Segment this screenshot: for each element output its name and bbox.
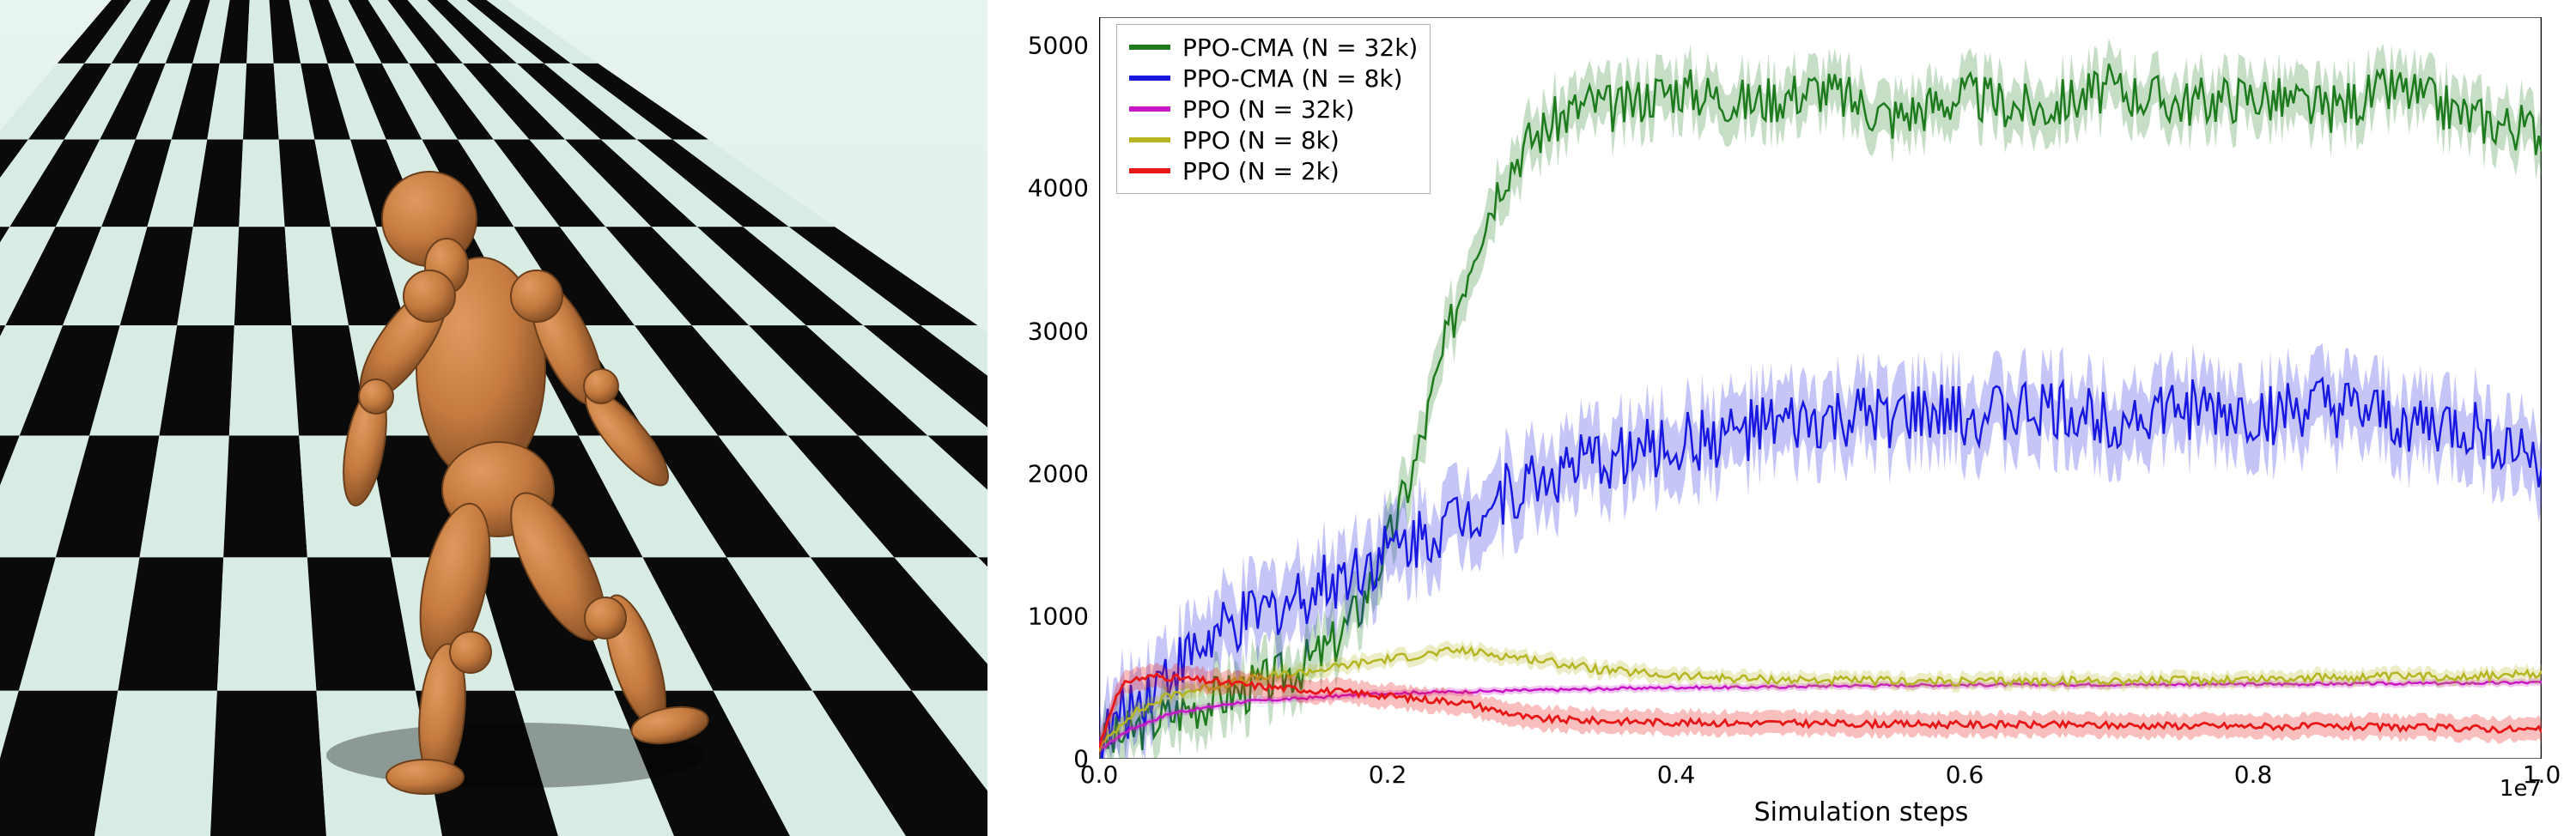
- legend-swatch: [1129, 45, 1170, 50]
- legend-swatch: [1129, 168, 1170, 173]
- humanoid-render-panel: [0, 0, 987, 836]
- legend-item: PPO (N = 8k): [1129, 124, 1418, 155]
- legend-item: PPO (N = 32k): [1129, 94, 1418, 124]
- legend-swatch: [1129, 76, 1170, 81]
- humanoid-scene-svg: [0, 0, 987, 836]
- legend-label: PPO (N = 32k): [1182, 95, 1355, 124]
- legend-item: PPO (N = 2k): [1129, 155, 1418, 186]
- x-tick-label: 0.6: [1946, 760, 1984, 789]
- legend-swatch: [1129, 137, 1170, 142]
- legend-label: PPO-CMA (N = 32k): [1182, 33, 1418, 62]
- legend-item: PPO-CMA (N = 8k): [1129, 63, 1418, 94]
- x-axis-label: Simulation steps: [1754, 797, 1969, 827]
- legend-swatch: [1129, 106, 1170, 112]
- legend-label: PPO (N = 2k): [1182, 157, 1340, 185]
- x-tick-label: 0.8: [2234, 760, 2273, 789]
- legend-label: PPO-CMA (N = 8k): [1182, 64, 1403, 93]
- x-tick-label: 1.0: [2523, 760, 2561, 789]
- legend-box: PPO-CMA (N = 32k)PPO-CMA (N = 8k)PPO (N …: [1116, 24, 1431, 194]
- legend-label: PPO (N = 8k): [1182, 126, 1340, 154]
- legend-item: PPO-CMA (N = 32k): [1129, 32, 1418, 63]
- x-tick-label: 0.4: [1657, 760, 1696, 789]
- chart-panel: Average episode return Simulation steps …: [987, 0, 2576, 836]
- x-tick-label: 0.2: [1369, 760, 1407, 789]
